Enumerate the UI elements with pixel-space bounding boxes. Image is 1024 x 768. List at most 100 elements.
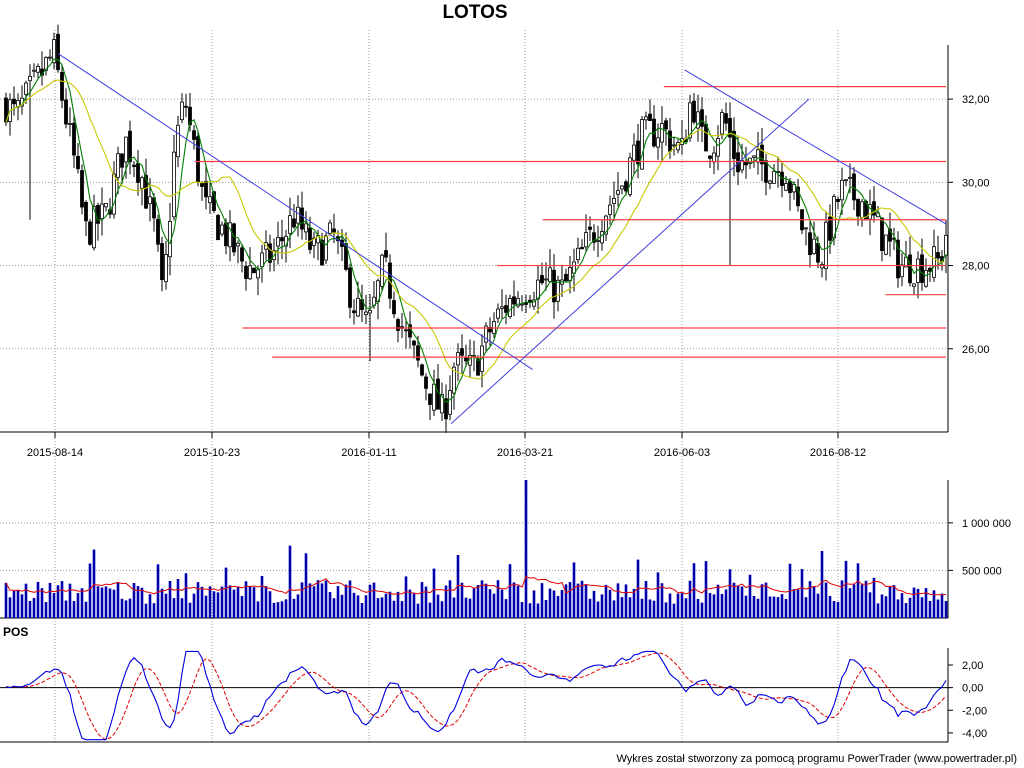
candle bbox=[700, 96, 704, 143]
volume-bar bbox=[792, 589, 796, 618]
candle-body bbox=[804, 227, 808, 230]
candle-body bbox=[120, 153, 124, 168]
volume-bar bbox=[256, 601, 260, 618]
candle-body bbox=[624, 181, 628, 192]
candle bbox=[348, 263, 352, 319]
candle bbox=[900, 252, 904, 287]
candle bbox=[32, 63, 36, 78]
volume-bar bbox=[856, 563, 860, 618]
volume-bar bbox=[936, 599, 940, 618]
volume-bar bbox=[908, 597, 912, 618]
candle-body bbox=[156, 218, 160, 245]
candle bbox=[540, 262, 544, 285]
candle-body bbox=[496, 308, 500, 319]
candle bbox=[400, 313, 404, 338]
candle bbox=[172, 134, 176, 221]
candle bbox=[444, 384, 448, 433]
x-tick-label: 2016-01-11 bbox=[341, 447, 396, 459]
candle bbox=[692, 93, 696, 125]
candle-body bbox=[436, 378, 440, 410]
candle-body bbox=[552, 269, 556, 303]
candle bbox=[508, 294, 512, 319]
volume-bar bbox=[548, 588, 552, 618]
volume-bar bbox=[8, 597, 12, 618]
volume-bar bbox=[712, 594, 716, 618]
volume-bar bbox=[860, 584, 864, 618]
candle bbox=[384, 232, 388, 263]
candle-body bbox=[828, 216, 832, 241]
candle bbox=[64, 88, 68, 129]
candle bbox=[556, 275, 560, 312]
ma-long-line bbox=[5, 79, 946, 380]
volume-bar bbox=[780, 594, 784, 618]
candle bbox=[336, 230, 340, 255]
candle-body bbox=[228, 222, 232, 248]
candle-body bbox=[660, 123, 664, 143]
volume-bar bbox=[476, 584, 480, 618]
volume-bar bbox=[460, 582, 464, 618]
volume-bar bbox=[392, 600, 396, 618]
candle-body bbox=[512, 296, 516, 305]
candle-body bbox=[568, 267, 572, 281]
volume-bar bbox=[804, 597, 808, 618]
candle bbox=[748, 157, 752, 170]
volume-bar bbox=[624, 584, 628, 618]
candle bbox=[536, 265, 540, 314]
candle-body bbox=[784, 183, 788, 191]
candle-body bbox=[448, 390, 452, 415]
candle-body bbox=[548, 267, 552, 282]
candle-body bbox=[260, 252, 264, 268]
candle bbox=[604, 214, 608, 242]
oscillator-tick-label: -4,00 bbox=[962, 728, 987, 740]
volume-bar bbox=[324, 580, 328, 618]
candle bbox=[164, 240, 168, 290]
candle bbox=[100, 187, 104, 236]
candle-body bbox=[700, 109, 704, 127]
candle-body bbox=[160, 243, 164, 281]
candle bbox=[96, 202, 100, 241]
volume-bar bbox=[680, 593, 684, 618]
candle bbox=[432, 369, 436, 417]
volume-bar bbox=[896, 599, 900, 618]
volume-bar bbox=[664, 602, 668, 618]
candle bbox=[924, 258, 928, 288]
volume-bar bbox=[300, 582, 304, 618]
volume-bar bbox=[536, 603, 540, 618]
candle-body bbox=[232, 223, 236, 253]
candle bbox=[236, 240, 240, 264]
candle bbox=[760, 128, 764, 182]
oscillator-signal-line bbox=[5, 652, 947, 741]
candle bbox=[920, 238, 924, 291]
volume-bar bbox=[172, 598, 176, 618]
volume-bar bbox=[728, 569, 732, 618]
volume-bar bbox=[424, 586, 428, 618]
candle-body bbox=[900, 264, 904, 278]
candle-body bbox=[500, 306, 504, 309]
candle-body bbox=[880, 217, 884, 251]
candle-body bbox=[912, 283, 916, 287]
candle bbox=[456, 343, 460, 382]
candle bbox=[564, 268, 568, 282]
volume-bar bbox=[92, 549, 96, 618]
volume-bar bbox=[776, 597, 780, 618]
volume-tick-label: 500 000 bbox=[962, 565, 1002, 577]
volume-bar bbox=[520, 602, 524, 618]
candle-body bbox=[936, 252, 940, 259]
candle bbox=[936, 235, 940, 270]
candle bbox=[176, 115, 180, 168]
candle bbox=[824, 212, 828, 281]
candle-body bbox=[616, 190, 620, 195]
volume-bar bbox=[632, 588, 636, 618]
candle-body bbox=[696, 111, 700, 129]
candle-body bbox=[888, 228, 892, 242]
candle-body bbox=[184, 105, 188, 108]
candle-body bbox=[208, 196, 212, 204]
candle bbox=[288, 197, 292, 249]
candle bbox=[596, 225, 600, 258]
volume-bar bbox=[592, 590, 596, 618]
candle-body bbox=[240, 247, 244, 262]
candle-body bbox=[192, 130, 196, 140]
volume-bar bbox=[96, 586, 100, 618]
candle bbox=[120, 153, 124, 185]
volume-bar bbox=[316, 580, 320, 618]
